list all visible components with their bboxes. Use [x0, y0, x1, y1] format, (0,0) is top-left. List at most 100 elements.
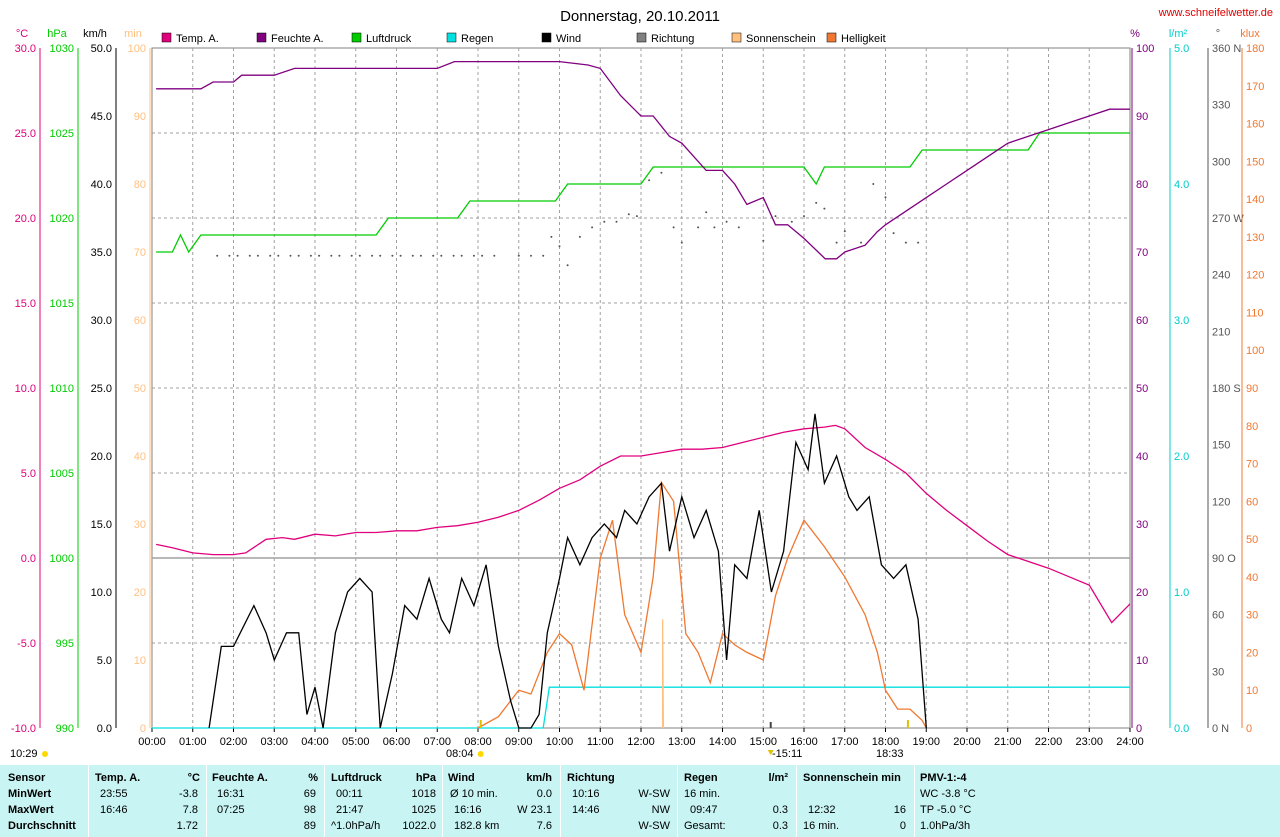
tick-humidity-0: 100 [1136, 43, 1154, 55]
tick-time-10: 10:00 [546, 736, 574, 748]
direction-dot-20 [419, 254, 422, 257]
direction-dot-33 [566, 264, 569, 267]
tick-pressure-6: 1000 [50, 553, 74, 565]
tick-rain-3: 2.0 [1174, 451, 1189, 463]
tick-rain-5: 0.0 [1174, 723, 1189, 735]
series-line-1 [156, 60, 1130, 260]
stats-row-max: MaxWert [8, 804, 54, 816]
tick-wind-4: 30.0 [91, 315, 112, 327]
tick-time-24: 24:00 [1116, 736, 1144, 748]
direction-dot-14 [358, 254, 361, 257]
tick-sun-6: 40 [134, 451, 146, 463]
legend-swatch-6 [731, 32, 742, 43]
tick-pressure-8: 990 [56, 723, 74, 735]
dir-max-value: NW [651, 804, 670, 816]
tick-brightness-12: 60 [1246, 496, 1258, 508]
press-max-value: 1025 [411, 804, 436, 816]
direction-dot-17 [391, 254, 394, 257]
website-link[interactable]: www.schneifelwetter.de [1158, 7, 1273, 19]
tick-brightness-3: 150 [1246, 156, 1264, 168]
tick-sun-8: 20 [134, 587, 146, 599]
tick-wind-3: 35.0 [91, 247, 112, 259]
stats-table: Sensor MinWert MaxWert Durchschnitt Temp… [0, 765, 1280, 837]
direction-dot-57 [860, 241, 862, 244]
direction-dot-38 [627, 213, 630, 216]
temp-max-time: 16:46 [100, 804, 128, 816]
direction-dot-22 [440, 254, 443, 257]
tick-time-7: 07:00 [423, 736, 451, 748]
tick-temp-3: 15.0 [15, 298, 36, 310]
tick-direction-8: 120 [1212, 496, 1230, 508]
tick-direction-9: 90 O [1212, 553, 1236, 565]
sunrise-icon [477, 751, 484, 757]
sun-max-value: 16 [893, 804, 906, 816]
hum-max-time: 07:25 [217, 804, 245, 816]
tick-pressure-0: 1030 [50, 43, 74, 55]
date-sun-icon [42, 751, 48, 757]
tick-pressure-2: 1020 [50, 213, 74, 225]
direction-dot-18 [399, 254, 402, 257]
tick-time-14: 14:00 [709, 736, 737, 748]
stats-header-press: Luftdruck [331, 772, 382, 784]
axes: 30.025.020.015.010.05.00.0-5.0-10.010301… [11, 43, 1264, 748]
tick-time-5: 05:00 [342, 736, 370, 748]
tick-wind-0: 50.0 [91, 43, 112, 55]
tick-brightness-17: 10 [1246, 685, 1258, 697]
stats-header-hum: Feuchte A. [212, 772, 268, 784]
tick-direction-11: 30 [1212, 666, 1224, 678]
direction-dot-53 [815, 201, 818, 204]
stats-unit-press: hPa [415, 772, 436, 784]
chart-title: Donnerstag, 20.10.2011 [560, 8, 720, 25]
direction-dot-62 [917, 241, 920, 244]
tick-wind-2: 40.0 [91, 179, 112, 191]
tick-brightness-7: 110 [1246, 307, 1264, 319]
tick-humidity-8: 20 [1136, 587, 1148, 599]
series-line-5 [661, 619, 665, 729]
tick-humidity-4: 60 [1136, 315, 1148, 327]
direction-dot-56 [843, 230, 846, 233]
tick-brightness-4: 140 [1246, 194, 1264, 206]
tick-pressure-1: 1025 [50, 128, 74, 140]
tick-direction-7: 150 [1212, 440, 1230, 452]
pmv-trend: 1.0hPa/3h [920, 820, 971, 832]
tick-humidity-9: 10 [1136, 655, 1148, 667]
direction-dot-34 [578, 235, 581, 238]
tick-brightness-9: 90 [1246, 383, 1258, 395]
tick-wind-9: 5.0 [97, 655, 112, 667]
direction-dot-43 [680, 241, 683, 244]
tick-humidity-1: 90 [1136, 111, 1148, 123]
direction-dot-47 [725, 220, 728, 223]
direction-dot-37 [615, 220, 618, 223]
tick-temp-6: 0.0 [21, 553, 36, 565]
direction-dot-51 [790, 220, 793, 223]
direction-dot-4 [256, 254, 259, 257]
direction-dot-10 [318, 254, 321, 257]
tick-time-2: 02:00 [220, 736, 248, 748]
unit-rain: l/m² [1169, 28, 1188, 40]
stats-header-pmv: PMV-1:-4 [920, 772, 967, 784]
tick-sun-7: 30 [134, 519, 146, 531]
tick-time-20: 20:00 [953, 736, 981, 748]
legend-label-0: Temp. A. [176, 33, 219, 45]
tick-direction-4: 240 [1212, 270, 1230, 282]
direction-dot-28 [517, 254, 520, 257]
series-line-4 [208, 413, 927, 729]
tick-brightness-2: 160 [1246, 119, 1264, 131]
tick-wind-7: 15.0 [91, 519, 112, 531]
pmv-wc: WC -3.8 °C [920, 788, 976, 800]
rain-max-value: 0.3 [772, 804, 788, 816]
series-layer [152, 60, 1131, 729]
tick-sun-0: 100 [128, 43, 146, 55]
direction-dot-5 [269, 254, 272, 257]
unit-temp: °C [16, 28, 28, 40]
tick-humidity-6: 40 [1136, 451, 1148, 463]
tick-wind-8: 10.0 [91, 587, 112, 599]
hum-min-time: 16:31 [217, 788, 245, 800]
sun-max-time: 12:32 [808, 804, 836, 816]
direction-dot-61 [904, 241, 907, 244]
direction-dot-11 [330, 254, 333, 257]
direction-dot-45 [705, 211, 708, 214]
legend-swatch-3 [446, 32, 457, 43]
stats-header-dir: Richtung [567, 772, 615, 784]
tick-time-9: 09:00 [505, 736, 533, 748]
